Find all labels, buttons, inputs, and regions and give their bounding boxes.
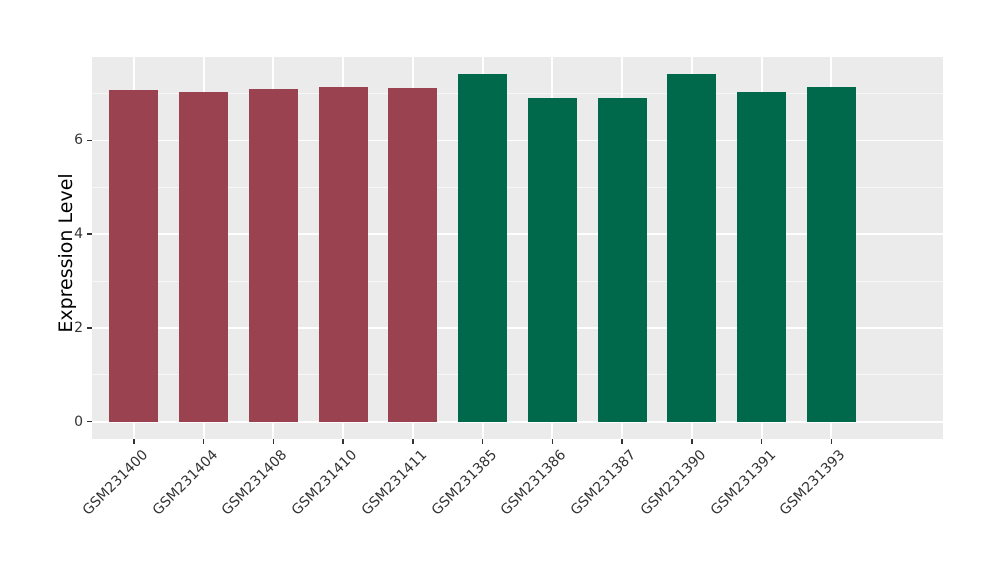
bar-GSM231410 bbox=[318, 86, 368, 422]
x-tick-label-GSM231387: GSM231387 bbox=[567, 447, 640, 519]
bar-GSM231386 bbox=[527, 97, 577, 422]
x-tick-mark-GSM231404 bbox=[202, 439, 205, 444]
y-tick-label-2: 2 bbox=[74, 319, 83, 336]
x-tick-label-GSM231410: GSM231410 bbox=[288, 447, 361, 519]
gridline-major-y-6 bbox=[92, 139, 943, 142]
y-tick-label-6: 6 bbox=[74, 132, 83, 149]
x-tick-mark-GSM231393 bbox=[830, 439, 833, 444]
bar-GSM231385 bbox=[458, 73, 508, 422]
x-tick-label-GSM231411: GSM231411 bbox=[358, 447, 431, 519]
x-tick-mark-GSM231387 bbox=[621, 439, 623, 444]
y-tick-mark-4 bbox=[87, 233, 92, 235]
x-tick-label-GSM231408: GSM231408 bbox=[219, 447, 291, 519]
bar-GSM231400 bbox=[109, 89, 159, 422]
gridline-major-y-0 bbox=[92, 420, 943, 423]
bar-GSM231404 bbox=[179, 92, 228, 422]
gridline-minor-y-3 bbox=[92, 280, 943, 282]
gridline-minor-y-5 bbox=[92, 186, 943, 188]
x-tick-label-GSM231390: GSM231390 bbox=[637, 447, 710, 519]
y-tick-mark-0 bbox=[87, 420, 92, 423]
x-tick-mark-GSM231386 bbox=[551, 439, 554, 444]
bar-GSM231391 bbox=[737, 92, 787, 422]
x-tick-label-GSM231391: GSM231391 bbox=[707, 447, 779, 519]
x-tick-label-GSM231386: GSM231386 bbox=[498, 447, 570, 519]
gridline-major-y-4 bbox=[92, 233, 943, 236]
bar-GSM231393 bbox=[806, 87, 856, 422]
gridline-major-y-2 bbox=[92, 327, 943, 329]
y-tick-mark-2 bbox=[87, 327, 92, 329]
bar-GSM231387 bbox=[597, 97, 647, 422]
x-tick-mark-GSM231410 bbox=[342, 439, 344, 444]
y-axis-title: Expression Level bbox=[55, 173, 77, 333]
y-tick-label-4: 4 bbox=[74, 226, 83, 243]
gridline-minor-y-7 bbox=[92, 93, 943, 95]
x-tick-label-GSM231393: GSM231393 bbox=[777, 447, 849, 519]
gridline-minor-y-1 bbox=[92, 374, 943, 376]
bar-GSM231408 bbox=[248, 88, 298, 422]
y-tick-label-0: 0 bbox=[74, 413, 83, 430]
x-tick-mark-GSM231391 bbox=[760, 439, 763, 444]
x-tick-mark-GSM231400 bbox=[133, 439, 135, 444]
x-tick-mark-GSM231411 bbox=[412, 439, 414, 444]
x-tick-label-GSM231400: GSM231400 bbox=[79, 447, 152, 519]
x-tick-label-GSM231404: GSM231404 bbox=[149, 447, 221, 519]
bar-GSM231390 bbox=[667, 74, 717, 422]
x-tick-mark-GSM231390 bbox=[691, 439, 693, 444]
plot-panel bbox=[92, 57, 943, 439]
x-tick-mark-GSM231385 bbox=[481, 439, 484, 444]
bar-GSM231411 bbox=[388, 87, 438, 422]
y-tick-mark-6 bbox=[87, 139, 92, 142]
x-tick-mark-GSM231408 bbox=[272, 439, 275, 444]
x-tick-label-GSM231385: GSM231385 bbox=[428, 447, 500, 519]
